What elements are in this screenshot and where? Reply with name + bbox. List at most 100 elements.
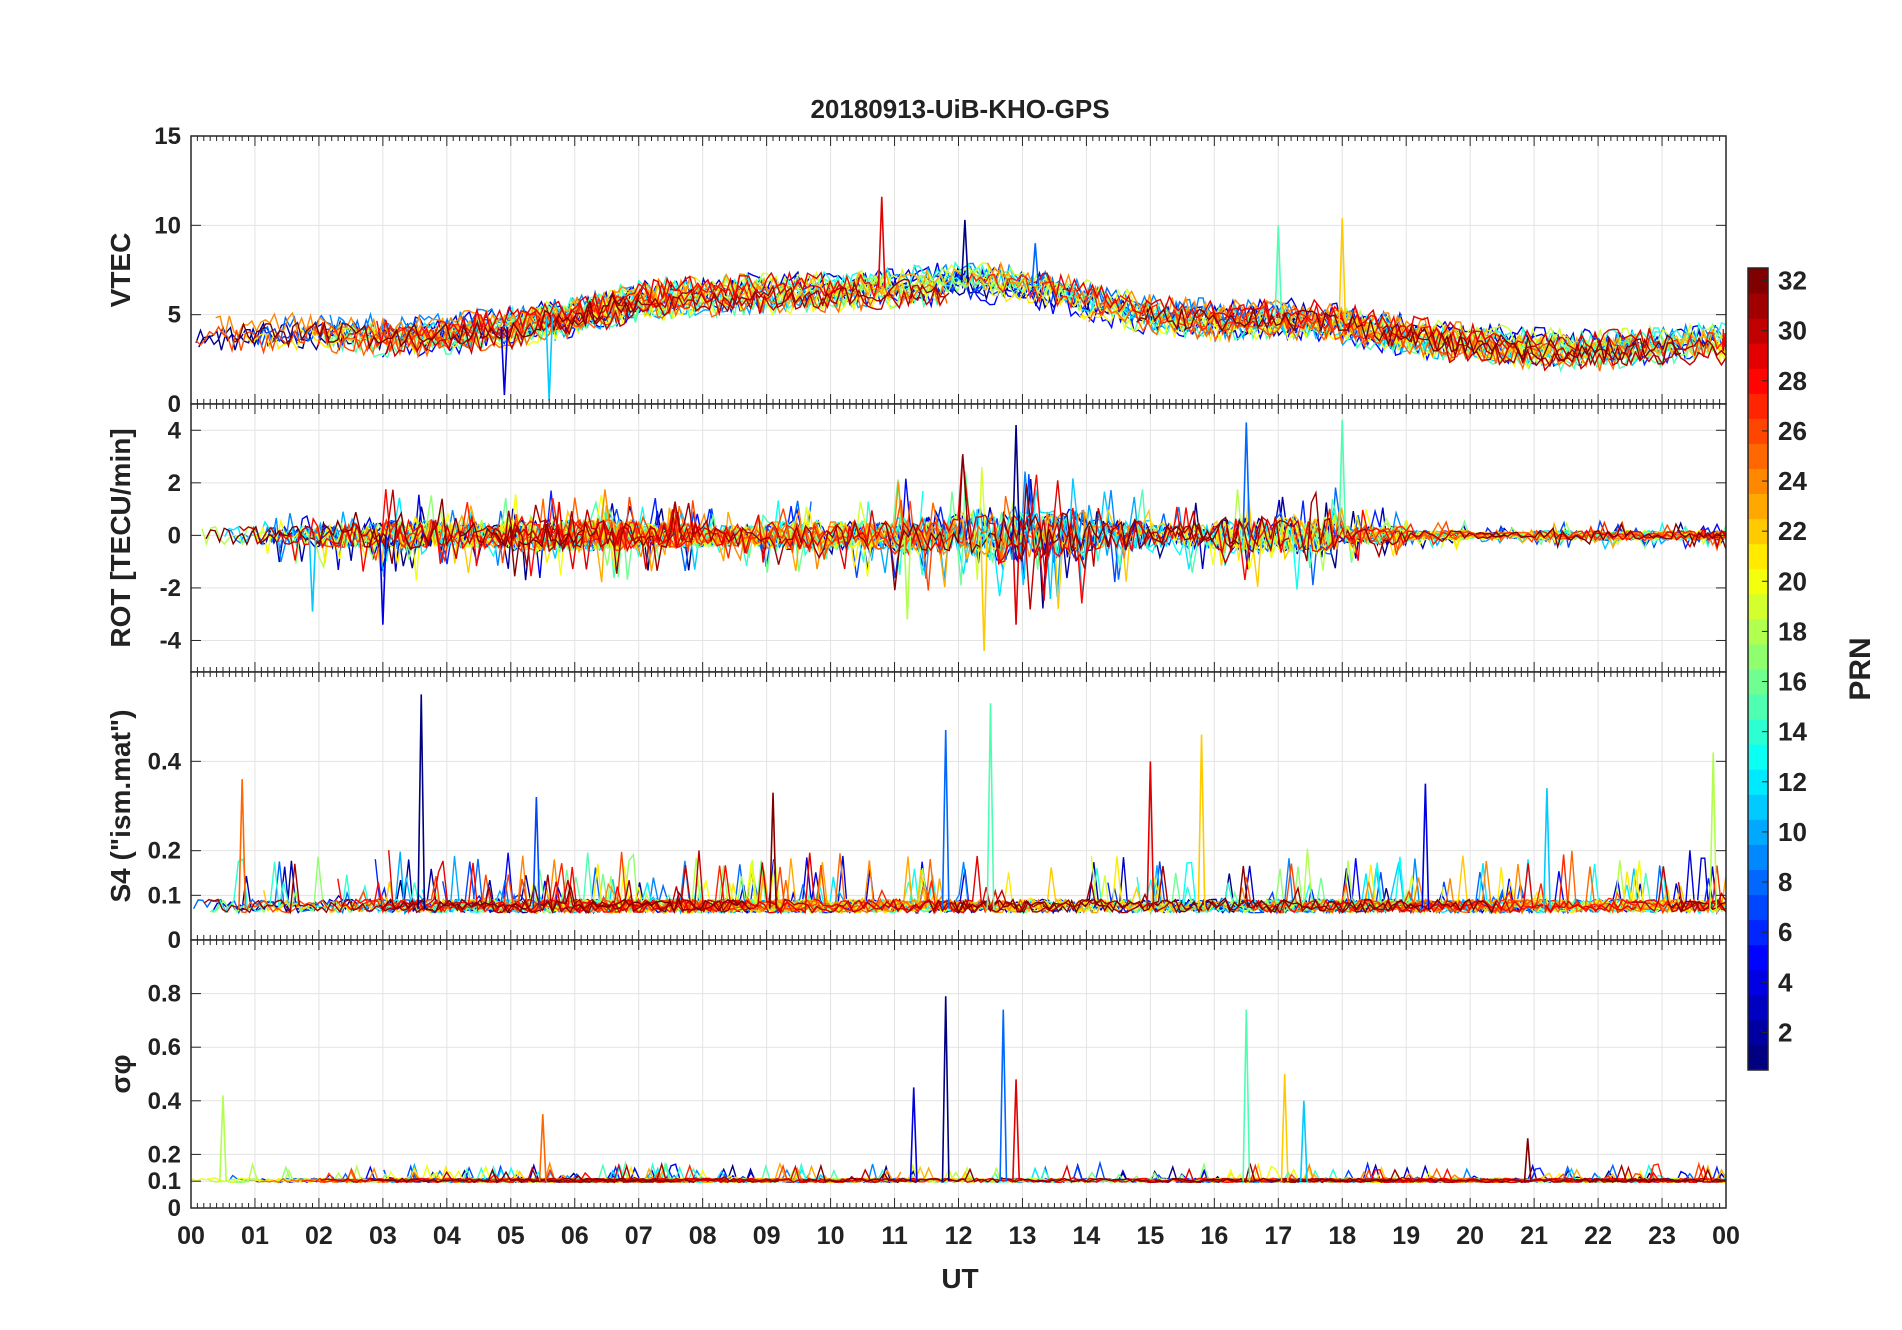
colorbar-segment bbox=[1748, 443, 1768, 469]
peak bbox=[1012, 1079, 1021, 1182]
peak bbox=[1031, 243, 1040, 287]
y-tick-label: 0 bbox=[168, 391, 181, 418]
series-prn-28 bbox=[1244, 898, 1726, 915]
y-tick-label: 10 bbox=[154, 212, 181, 239]
y-axis-label: ROT [TECU/min] bbox=[105, 428, 136, 647]
series-group bbox=[195, 196, 1726, 401]
series-prn-23 bbox=[361, 505, 977, 588]
peak bbox=[1012, 535, 1021, 625]
y-tick-label: 0.4 bbox=[148, 1088, 182, 1115]
colorbar-segment bbox=[1748, 268, 1768, 294]
series-prn-32 bbox=[1136, 304, 1682, 363]
colorbar-frame bbox=[1747, 267, 1769, 1071]
colorbar-segment bbox=[1748, 944, 1768, 971]
peak bbox=[1274, 225, 1283, 319]
x-tick-label: 17 bbox=[1264, 1222, 1292, 1250]
colorbar-segment bbox=[1748, 518, 1768, 545]
y-tick-label: 0.8 bbox=[148, 981, 181, 1008]
colorbar-segment bbox=[1748, 994, 1768, 1021]
peak bbox=[417, 694, 426, 909]
colorbar-tick-label: 20 bbox=[1778, 566, 1807, 596]
colorbar-segment bbox=[1748, 869, 1768, 896]
series-prn-26 bbox=[1341, 520, 1726, 556]
peak bbox=[960, 219, 969, 283]
series-prn-32 bbox=[953, 865, 1497, 915]
peak bbox=[1421, 783, 1430, 909]
y-tick-label: 0.2 bbox=[148, 1141, 181, 1168]
colorbar-segment bbox=[1748, 969, 1768, 996]
series-prn-31 bbox=[555, 278, 945, 336]
peak bbox=[941, 730, 950, 909]
colorbar-segment bbox=[1748, 543, 1768, 570]
colorbar-segment bbox=[1748, 318, 1768, 344]
panel-rot: -4 -2 0 2 4 ROT [TECU/min] bbox=[105, 403, 1727, 673]
colorbar-tick-label: 18 bbox=[1778, 616, 1807, 646]
peak bbox=[941, 996, 950, 1182]
peak bbox=[1709, 752, 1718, 909]
series-prn-28 bbox=[995, 474, 1418, 604]
peak bbox=[378, 535, 387, 625]
series-prn-32 bbox=[234, 292, 641, 350]
peak bbox=[1012, 424, 1021, 536]
peak bbox=[538, 1114, 547, 1182]
x-tick-label: 15 bbox=[1136, 1222, 1164, 1250]
colorbar-tick-label: 12 bbox=[1778, 767, 1807, 797]
x-tick-label: 11 bbox=[881, 1222, 908, 1250]
x-tick-label: 06 bbox=[561, 1222, 589, 1250]
colorbar-segment bbox=[1748, 844, 1768, 870]
peak bbox=[1523, 1138, 1532, 1182]
colorbar-segment bbox=[1748, 468, 1768, 495]
series-prn-26 bbox=[311, 496, 934, 591]
peak bbox=[903, 535, 912, 620]
y-tick-label: -2 bbox=[160, 575, 181, 602]
series-prn-32 bbox=[370, 1167, 669, 1184]
peak bbox=[1280, 1073, 1289, 1182]
colorbar-tick-label: 24 bbox=[1778, 466, 1807, 496]
colorbar-segment bbox=[1748, 919, 1768, 946]
colorbar-tick-label: 30 bbox=[1778, 316, 1807, 346]
panel-s4: 0 0.1 0.2 0.4 S4 ("ism.mat") bbox=[105, 671, 1727, 954]
x-ticks bbox=[190, 136, 1727, 404]
colorbar-tick-label: 22 bbox=[1778, 516, 1807, 546]
series-prn-19 bbox=[537, 261, 1155, 325]
colorbar-tick-label: 26 bbox=[1778, 416, 1807, 446]
colorbar-tick-label: 14 bbox=[1778, 717, 1807, 747]
x-axis-label: UT bbox=[941, 1263, 978, 1294]
colorbar-segment bbox=[1748, 719, 1768, 745]
series-prn-17 bbox=[830, 268, 1301, 335]
colorbar-tick-label: 6 bbox=[1778, 917, 1792, 947]
peak bbox=[500, 327, 509, 396]
series-group bbox=[191, 996, 1726, 1185]
colorbar-segment bbox=[1748, 293, 1768, 319]
x-tick-label: 12 bbox=[945, 1222, 973, 1250]
colorbar-segment bbox=[1748, 643, 1768, 670]
colorbar-segment bbox=[1748, 368, 1768, 394]
x-tick-label: 20 bbox=[1456, 1222, 1484, 1250]
peak bbox=[308, 535, 317, 612]
series-prn-32 bbox=[205, 498, 584, 577]
peak bbox=[769, 792, 778, 909]
colorbar-segment bbox=[1748, 744, 1768, 770]
y-tick-label: 0.4 bbox=[148, 748, 182, 775]
colorbar-tick-label: 28 bbox=[1778, 366, 1807, 396]
colorbar-segment bbox=[1748, 618, 1768, 645]
colorbar-label: PRN bbox=[1844, 637, 1877, 700]
x-tick-label: 21 bbox=[1520, 1222, 1548, 1250]
y-tick-label: -4 bbox=[160, 627, 182, 654]
series-prn-30 bbox=[385, 283, 950, 358]
x-ticks bbox=[190, 672, 1727, 940]
series-prn-16 bbox=[323, 279, 948, 353]
colorbar-segment bbox=[1748, 794, 1768, 820]
y-tick-label: 0.1 bbox=[148, 1168, 181, 1195]
series-prn-30 bbox=[1444, 342, 1726, 372]
series-prn-31 bbox=[1175, 490, 1506, 562]
x-tick-label: 01 bbox=[241, 1222, 269, 1250]
peak bbox=[1299, 1100, 1308, 1182]
x-ticks bbox=[190, 404, 1727, 672]
peak bbox=[1242, 422, 1251, 536]
x-tick-label: 00 bbox=[1712, 1222, 1740, 1250]
colorbar-segment bbox=[1748, 669, 1768, 695]
